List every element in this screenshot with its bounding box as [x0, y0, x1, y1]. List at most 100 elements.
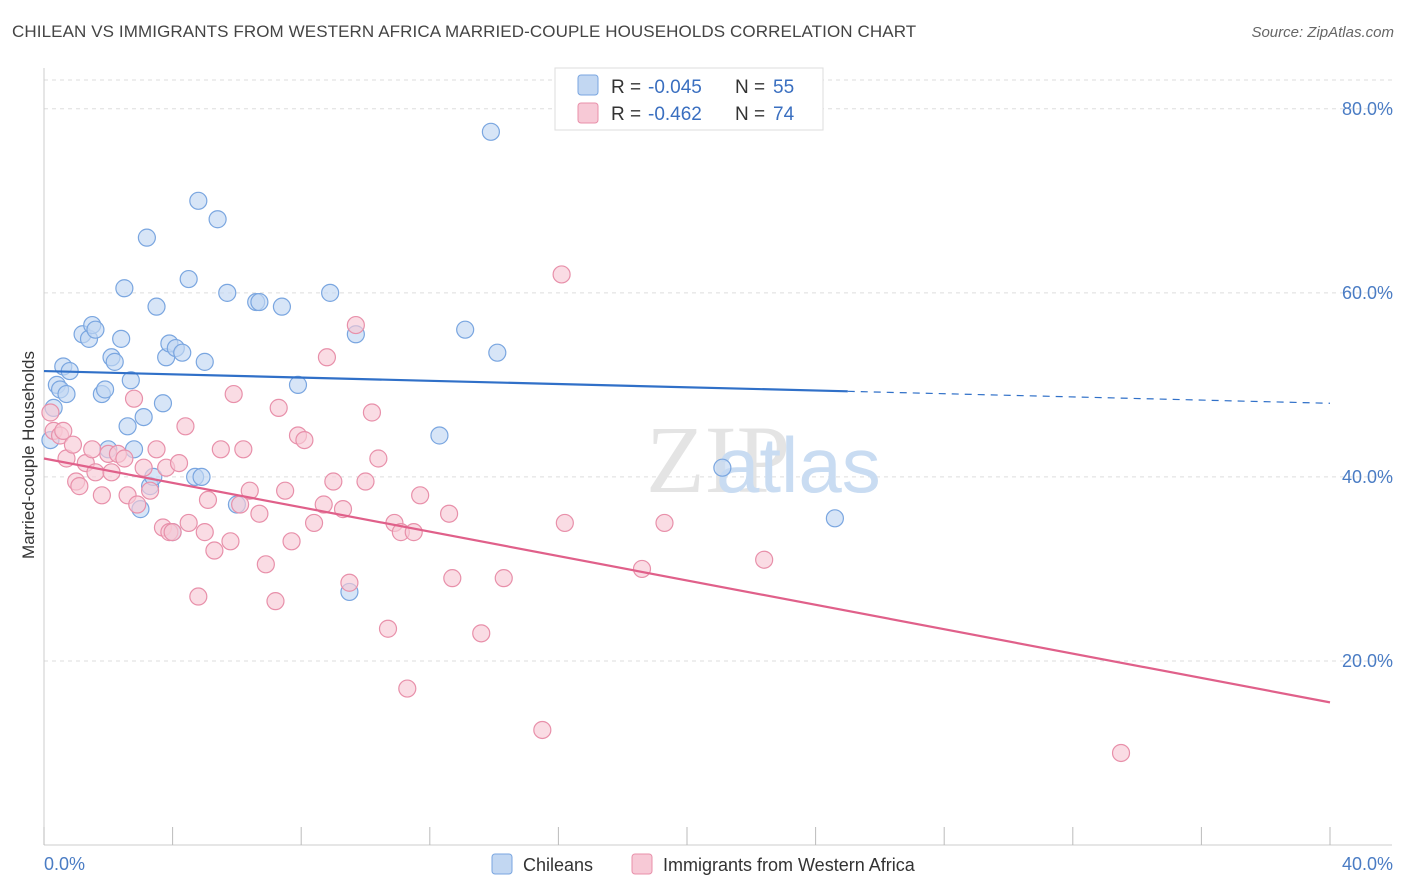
- point-s1-70: [632, 559, 652, 579]
- legend-n-label-1: N =: [735, 77, 765, 98]
- point-s0-38: [208, 210, 227, 229]
- legend-r-label-1: R =: [611, 77, 641, 98]
- point-s1-27: [176, 417, 195, 436]
- point-s1-26: [169, 454, 189, 473]
- point-s1-21: [147, 440, 166, 459]
- point-s1-52: [340, 573, 359, 592]
- point-s1-28: [179, 513, 198, 533]
- bottom-legend-label-western-africa: Immigrants from Western Africa: [663, 855, 916, 875]
- point-s1-0: [41, 403, 60, 422]
- bottom-legend-label-chileans: Chileans: [523, 855, 593, 875]
- y-axis-label: Married-couple Households: [19, 351, 38, 559]
- point-s1-46: [295, 430, 314, 450]
- point-s1-19: [134, 458, 153, 477]
- point-s1-63: [439, 504, 459, 523]
- tick-labels: 20.0% 40.0% 60.0% 80.0% 0.0% 40.0%: [44, 99, 1393, 874]
- legend-n-value-1: 55: [773, 77, 794, 98]
- y-tick-label-80: 80.0%: [1342, 99, 1393, 119]
- chart-title: CHILEAN VS IMMIGRANTS FROM WESTERN AFRIC…: [12, 22, 917, 41]
- point-s1-66: [494, 569, 513, 588]
- point-s1-61: [404, 523, 423, 542]
- point-s1-25: [163, 523, 182, 542]
- point-s1-54: [356, 472, 375, 491]
- point-s0-36: [192, 467, 211, 487]
- point-s0-23: [137, 228, 156, 247]
- point-s1-56: [369, 449, 388, 468]
- point-s1-42: [269, 398, 288, 417]
- point-s1-50: [324, 472, 343, 491]
- x-tick-label-start: 0.0%: [44, 854, 85, 874]
- data-points: [41, 122, 1131, 763]
- legend-r-value-1: -0.045: [648, 77, 702, 98]
- point-s1-35: [224, 384, 243, 404]
- point-s0-43: [272, 297, 292, 316]
- point-s1-9: [83, 440, 102, 459]
- point-s1-20: [140, 481, 160, 500]
- point-s1-41: [266, 592, 285, 611]
- point-s0-15: [105, 352, 124, 371]
- point-s1-37: [234, 440, 253, 459]
- point-s0-52: [713, 458, 732, 477]
- point-s1-31: [198, 490, 218, 510]
- point-s0-44: [288, 375, 308, 394]
- trend-lines: [43, 369, 1331, 704]
- point-s1-64: [443, 569, 462, 588]
- point-s1-67: [533, 720, 552, 740]
- point-s1-57: [378, 619, 398, 638]
- y-tick-label-40: 40.0%: [1342, 467, 1393, 487]
- point-s0-42: [250, 292, 269, 312]
- point-s1-73: [1111, 743, 1131, 763]
- x-tick-label-end: 40.0%: [1342, 854, 1393, 874]
- point-s1-71: [655, 513, 674, 533]
- point-s1-49: [317, 348, 337, 367]
- bottom-legend-swatch-chileans: [491, 853, 513, 875]
- point-s1-33: [211, 440, 230, 459]
- point-s1-47: [304, 513, 324, 533]
- bottom-legend-swatch-western-africa: [631, 853, 653, 875]
- top-legend: R = -0.045 N = 55 R = -0.462 N = 74: [554, 67, 824, 131]
- trend-line-s1: [43, 457, 1331, 704]
- y-tick-label-20: 20.0%: [1342, 651, 1393, 671]
- point-s1-11: [92, 486, 111, 505]
- legend-box: [554, 67, 824, 131]
- point-s0-51: [488, 343, 507, 362]
- point-s1-18: [128, 495, 147, 514]
- source-credit: Source: ZipAtlas.com: [1251, 24, 1394, 41]
- bottom-legend: Chileans Immigrants from Western Africa: [491, 853, 916, 875]
- point-s1-29: [189, 587, 208, 606]
- point-s0-32: [173, 343, 192, 362]
- point-s0-22: [134, 407, 153, 427]
- point-s1-15: [115, 449, 134, 468]
- point-s0-39: [218, 283, 237, 302]
- point-s1-30: [195, 523, 214, 542]
- point-s0-50: [481, 122, 500, 141]
- point-s0-18: [118, 417, 137, 436]
- legend-r-value-2: -0.462: [648, 104, 702, 125]
- point-s0-19: [121, 371, 140, 390]
- axes: [43, 68, 1392, 846]
- point-s0-49: [456, 320, 475, 339]
- legend-n-value-2: 74: [773, 104, 795, 125]
- point-s0-33: [179, 269, 198, 289]
- point-s1-55: [362, 403, 382, 422]
- point-s0-48: [430, 426, 449, 445]
- point-s0-27: [153, 394, 173, 413]
- point-s0-5: [57, 384, 76, 404]
- point-s1-53: [346, 315, 365, 335]
- watermark-atlas: atlas: [716, 421, 881, 509]
- point-s1-32: [205, 541, 224, 560]
- point-s0-37: [195, 352, 214, 371]
- trend-line-dashed-s0: [847, 390, 1331, 404]
- point-s0-53: [825, 509, 844, 528]
- point-s1-72: [755, 550, 774, 569]
- legend-r-label-2: R =: [611, 104, 641, 125]
- point-s1-40: [256, 555, 275, 574]
- point-s1-65: [472, 624, 491, 643]
- point-s1-17: [124, 389, 144, 408]
- trend-line-s0: [43, 369, 848, 393]
- point-s0-12: [95, 380, 115, 399]
- point-s0-17: [115, 279, 134, 298]
- point-s1-43: [276, 481, 295, 500]
- point-s1-34: [221, 532, 240, 551]
- point-s1-39: [250, 504, 269, 523]
